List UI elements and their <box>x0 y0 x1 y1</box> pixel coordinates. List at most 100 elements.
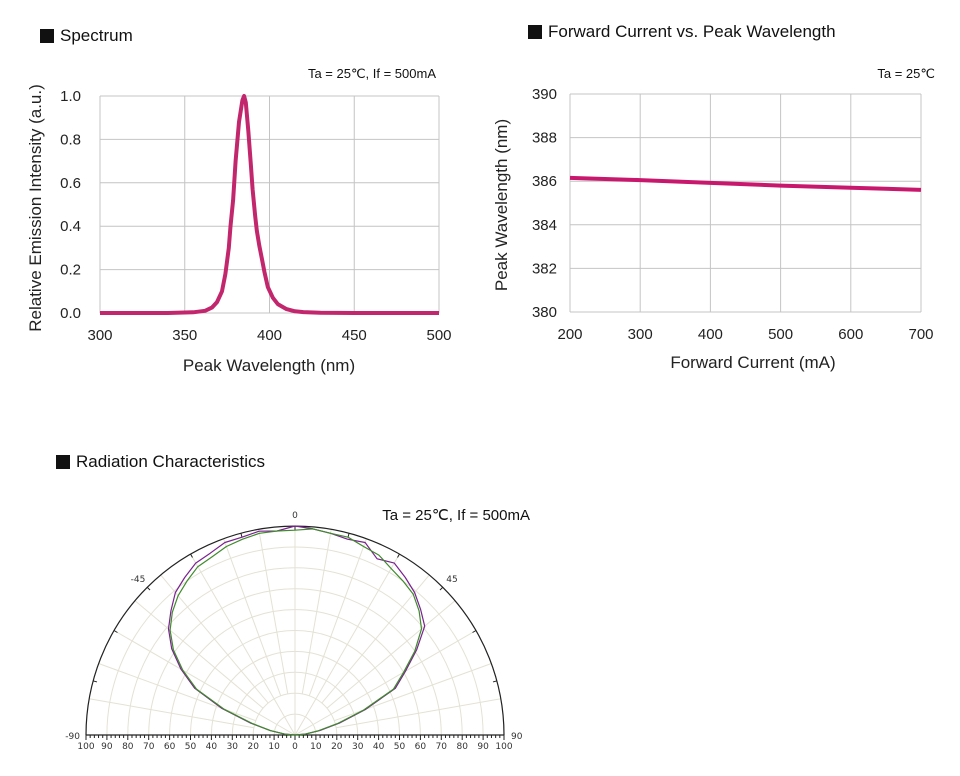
polar-angle-tick <box>113 630 118 633</box>
x-tick-label: 350 <box>172 327 197 344</box>
x-tick-label: 400 <box>698 326 723 343</box>
spectrum-chart: 300 350 400 450 500 0.0 0.2 0.4 0.6 0.8 1.0 Ta = … <box>26 66 452 375</box>
bullet-square-icon <box>40 29 54 43</box>
radiation-polar-chart: 100 90 80 70 60 50 40 30 20 10 0 10 20 30 40 50 60 70 80 90… <box>65 507 530 752</box>
polar-grid-radial <box>89 698 254 729</box>
radiation-title-text: Radiation Characteristics <box>76 452 265 471</box>
y-tick-label: 382 <box>532 260 557 277</box>
radial-tick-label: 80 <box>456 742 468 752</box>
spectrum-x-axis-label: Peak Wavelength (nm) <box>183 356 355 375</box>
fc-line <box>569 175 922 192</box>
y-tick-label: 384 <box>532 217 557 234</box>
radial-tick-label: 80 <box>122 742 134 752</box>
polar-angle-tick <box>397 553 400 558</box>
angle-label-minus-45: -45 <box>131 575 146 585</box>
radial-tick-label: 20 <box>331 742 343 752</box>
fc-y-ticks: 380 382 384 386 388 390 <box>532 86 557 321</box>
x-tick-label: 200 <box>557 326 582 343</box>
radial-tick-label: 50 <box>394 742 406 752</box>
polar-grid-radial <box>134 600 264 709</box>
angle-label-45: 45 <box>446 575 457 585</box>
radial-tick-label: 10 <box>268 742 280 752</box>
spectrum-section-title: Spectrum <box>40 26 133 46</box>
x-tick-label: 500 <box>426 327 451 344</box>
radial-tick-label: 20 <box>247 742 259 752</box>
radial-tick-label: 50 <box>185 742 197 752</box>
spectrum-condition: Ta = 25℃, If = 500mA <box>308 66 436 81</box>
y-tick-label: 386 <box>532 173 557 190</box>
spectrum-x-ticks: 300 350 400 450 500 <box>87 327 451 344</box>
polar-grid-radial <box>301 529 332 694</box>
y-tick-label: 380 <box>532 304 557 321</box>
polar-angle-tick <box>240 532 243 538</box>
x-tick-label: 400 <box>257 327 282 344</box>
spectrum-y-ticks: 0.0 0.2 0.4 0.6 0.8 1.0 <box>60 88 81 322</box>
fc-y-axis-label: Peak Wavelength (nm) <box>492 119 511 291</box>
radial-tick-label: 30 <box>352 742 364 752</box>
radial-tick-label: 100 <box>77 742 94 752</box>
y-tick-label: 0.0 <box>60 305 81 322</box>
radial-tick-label: 60 <box>415 742 427 752</box>
radial-tick-label: 60 <box>164 742 176 752</box>
radiation-section-title: Radiation Characteristics <box>56 452 265 472</box>
polar-series-2 <box>169 528 423 736</box>
polar-angle-tick <box>492 680 498 683</box>
polar-angle-tick <box>439 586 444 591</box>
fc-x-ticks: 200 300 400 500 600 700 <box>557 326 933 343</box>
fc-section-title: Forward Current vs. Peak Wavelength <box>528 22 836 42</box>
radial-tick-label: 10 <box>310 742 322 752</box>
radial-tick-label: 70 <box>143 742 155 752</box>
x-tick-label: 450 <box>342 327 367 344</box>
radial-tick-label: 90 <box>477 742 489 752</box>
polar-grid-radial <box>321 574 430 704</box>
y-tick-label: 0.8 <box>60 131 81 148</box>
polar-grid-radial <box>190 553 296 736</box>
polar-grid-radial <box>160 574 269 704</box>
fc-title-text: Forward Current vs. Peak Wavelength <box>548 22 836 41</box>
y-tick-label: 0.6 <box>60 175 81 192</box>
x-tick-label: 500 <box>768 326 793 343</box>
x-tick-label: 700 <box>908 326 933 343</box>
angle-label-90: 90 <box>511 732 523 742</box>
y-tick-label: 0.2 <box>60 262 81 279</box>
x-tick-label: 300 <box>87 327 112 344</box>
spectrum-grid <box>99 95 440 314</box>
y-tick-label: 388 <box>532 130 557 147</box>
polar-grid-radial <box>294 630 477 736</box>
radiation-condition: Ta = 25℃, If = 500mA <box>382 507 530 524</box>
polar-angle-tick <box>146 586 151 591</box>
radial-tick-label: 0 <box>292 742 298 752</box>
polar-grid-radial <box>98 663 256 722</box>
spectrum-title-text: Spectrum <box>60 26 133 45</box>
fc-condition: Ta = 25℃ <box>877 66 935 81</box>
polar-grid-radial <box>326 600 456 709</box>
y-tick-label: 1.0 <box>60 88 81 105</box>
polar-angle-tick <box>190 553 193 558</box>
polar-grid-radial <box>113 630 296 736</box>
polar-grid-radial <box>336 698 501 729</box>
y-tick-label: 390 <box>532 86 557 103</box>
bullet-square-icon <box>56 455 70 469</box>
polar-angle-tick <box>347 532 350 538</box>
y-tick-label: 0.4 <box>60 218 81 235</box>
fc-grid <box>569 93 922 313</box>
fc-x-axis-label: Forward Current (mA) <box>670 353 835 372</box>
polar-series <box>167 525 426 736</box>
polar-grid-radial <box>223 538 282 696</box>
radial-tick-label: 40 <box>373 742 385 752</box>
spectrum-y-axis-label: Relative Emission Intensity (a.u.) <box>26 84 45 332</box>
angle-label-0: 0 <box>292 511 298 521</box>
polar-series-1 <box>167 525 426 736</box>
radial-tick-label: 40 <box>206 742 218 752</box>
polar-grid <box>89 526 501 736</box>
angle-label-minus-90: -90 <box>65 732 80 742</box>
x-tick-label: 300 <box>628 326 653 343</box>
polar-angle-tick <box>92 680 98 683</box>
radial-tick-label: 70 <box>436 742 448 752</box>
x-tick-label: 600 <box>838 326 863 343</box>
polar-radial-axis: 100 90 80 70 60 50 40 30 20 10 0 10 20 30 40 50 60 70 80 90… <box>77 734 513 752</box>
radial-tick-label: 30 <box>227 742 239 752</box>
polar-grid-radial <box>294 553 400 736</box>
polar-grid-radial <box>258 529 289 694</box>
